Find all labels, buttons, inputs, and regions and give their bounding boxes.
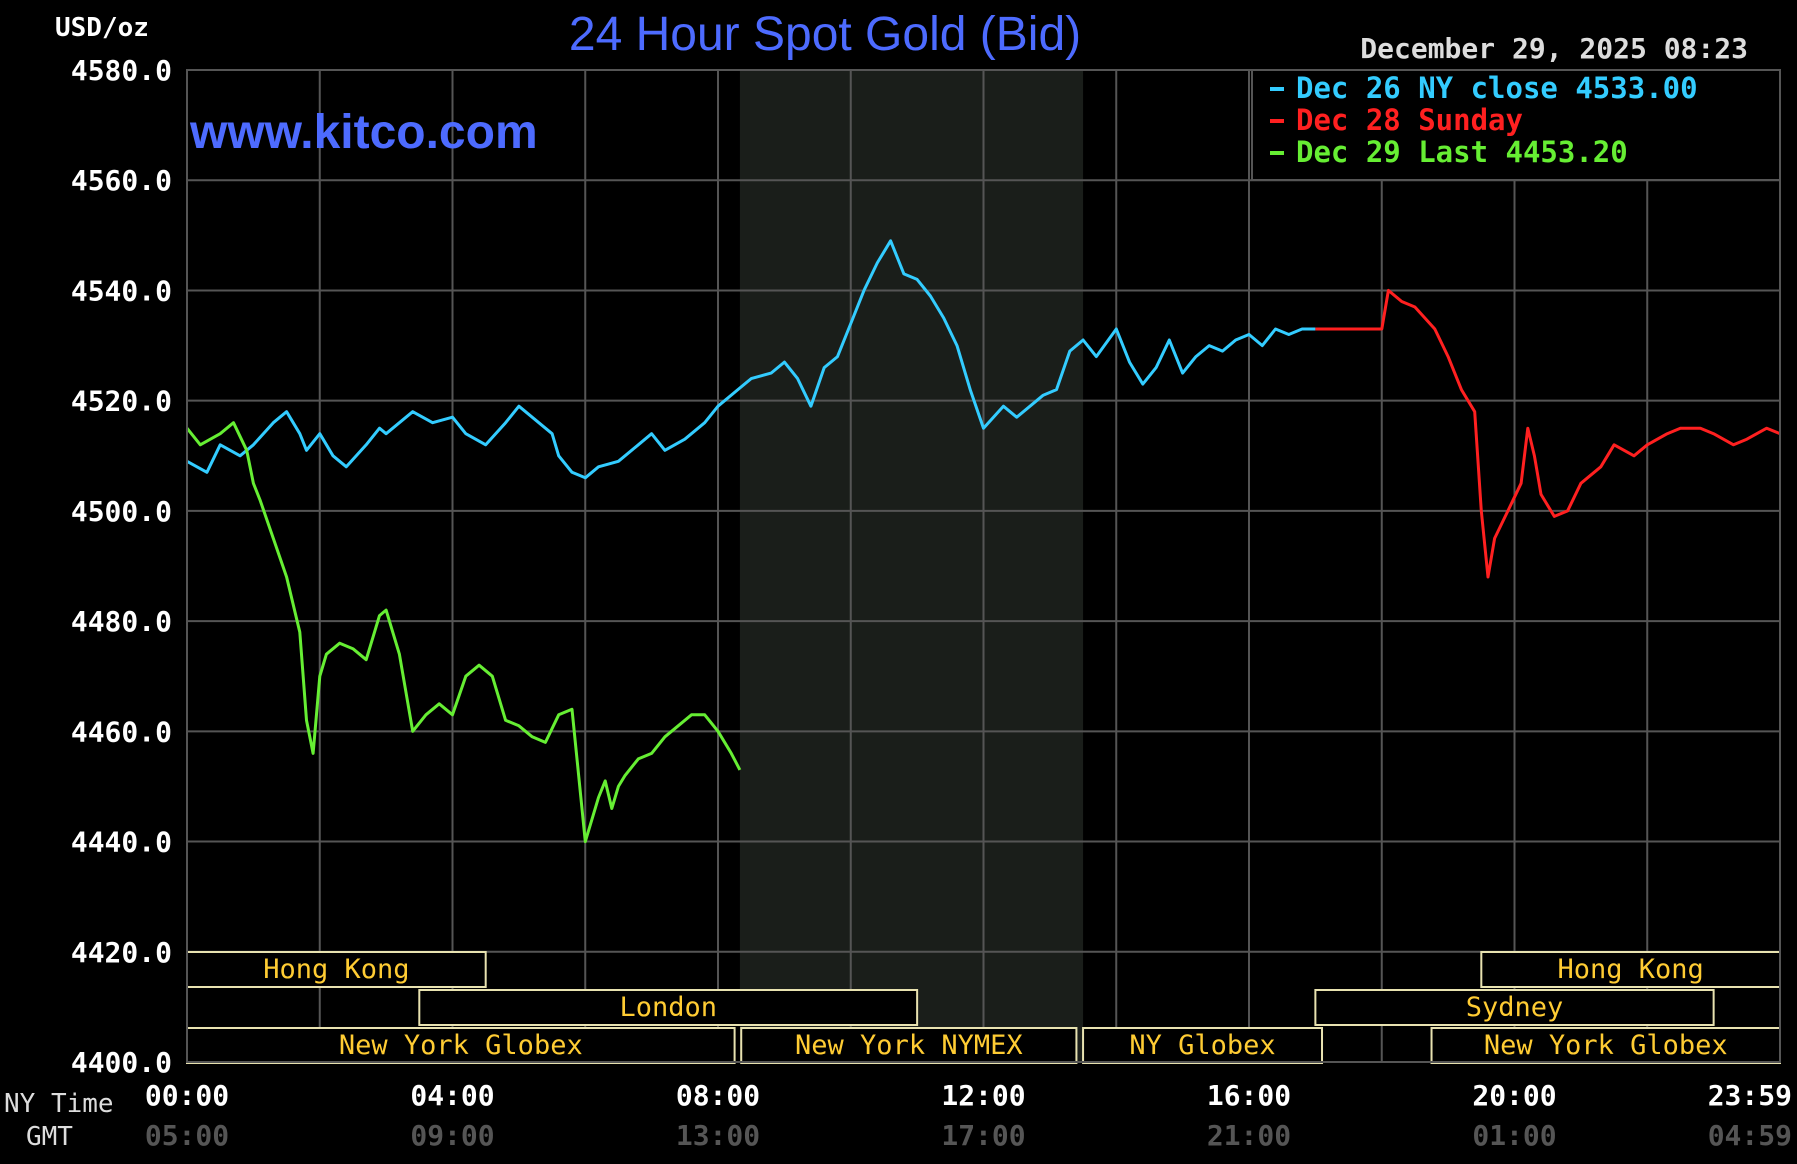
ny-time-axis-label: NY Time bbox=[4, 1089, 114, 1119]
session-label: Hong Kong bbox=[263, 954, 409, 985]
session-label: London bbox=[619, 992, 717, 1023]
x-tick-label-ny: 12:00 bbox=[941, 1079, 1025, 1112]
y-tick-label: 4480.0 bbox=[71, 605, 172, 638]
y-tick-label: 4560.0 bbox=[71, 164, 172, 197]
x-tick-label-ny: 08:00 bbox=[676, 1079, 760, 1112]
session-label: Sydney bbox=[1466, 992, 1564, 1023]
legend-box bbox=[1251, 69, 1781, 181]
y-tick-label: 4540.0 bbox=[71, 274, 172, 307]
y-axis-ticks: 4580.0 4560.0 4540.0 4520.0 4500.0 4480.0 4460… bbox=[71, 54, 172, 1079]
y-tick-label: 4500.0 bbox=[71, 495, 172, 528]
price-series bbox=[185, 239, 1781, 844]
legend-entry: Dec 29 Last 4453.20 bbox=[1296, 135, 1628, 169]
session-box bbox=[1430, 1027, 1781, 1064]
x-axis-ticks: 00:00 04:00 08:00 12:00 16:00 20:00 23:59 05:00… bbox=[145, 1079, 1792, 1152]
x-tick-label-ny: 04:00 bbox=[410, 1079, 494, 1112]
y-tick-label: 4440.0 bbox=[71, 826, 172, 859]
x-tick-label-ny: 23:59 bbox=[1708, 1079, 1792, 1112]
series-line bbox=[186, 239, 1316, 480]
y-tick-label: 4420.0 bbox=[71, 936, 172, 969]
x-tick-label-gmt: 01:00 bbox=[1472, 1119, 1556, 1152]
watermark: www.kitco.com bbox=[189, 106, 538, 159]
session-box bbox=[1314, 989, 1715, 1026]
session-label: New York NYMEX bbox=[795, 1030, 1023, 1061]
x-tick-label-ny: 00:00 bbox=[145, 1079, 229, 1112]
series-line bbox=[1315, 288, 1781, 579]
chart-title: 24 Hour Spot Gold (Bid) bbox=[569, 8, 1081, 61]
y-tick-label: 4580.0 bbox=[71, 54, 172, 87]
session-label: New York Globex bbox=[339, 1030, 583, 1061]
series-line bbox=[185, 421, 742, 844]
gmt-axis-label: GMT bbox=[26, 1122, 73, 1152]
session-label: Hong Kong bbox=[1558, 954, 1704, 985]
session-box bbox=[1082, 1027, 1324, 1064]
session-box bbox=[186, 951, 487, 988]
x-tick-label-gmt: 17:00 bbox=[941, 1119, 1025, 1152]
trading-sessions: Hong Kong Hong Kong London Sydney New York G… bbox=[186, 951, 1781, 1064]
timestamp: December 29, 2025 08:23 bbox=[1360, 32, 1748, 65]
y-axis-unit-label: USD/oz bbox=[55, 13, 149, 43]
x-tick-label-ny: 20:00 bbox=[1472, 1079, 1556, 1112]
session-label: NY Globex bbox=[1129, 1030, 1275, 1061]
x-tick-label-ny: 16:00 bbox=[1207, 1079, 1291, 1112]
session-label: New York Globex bbox=[1484, 1030, 1728, 1061]
legend-entry: Dec 26 NY close 4533.00 bbox=[1296, 71, 1698, 105]
legend-entry: Dec 28 Sunday bbox=[1296, 103, 1523, 137]
nymex-session-shade bbox=[739, 70, 1084, 1062]
x-tick-label-gmt: 09:00 bbox=[410, 1119, 494, 1152]
session-box bbox=[418, 989, 919, 1026]
y-tick-label: 4520.0 bbox=[71, 385, 172, 418]
x-tick-label-gmt: 13:00 bbox=[676, 1119, 760, 1152]
y-tick-label: 4460.0 bbox=[71, 715, 172, 748]
plot-border bbox=[186, 69, 1781, 1063]
x-tick-label-gmt: 05:00 bbox=[145, 1119, 229, 1152]
x-tick-label-gmt: 21:00 bbox=[1207, 1119, 1291, 1152]
y-tick-label: 4400.0 bbox=[71, 1046, 172, 1079]
x-tick-label-gmt: 04:59 bbox=[1708, 1119, 1792, 1152]
